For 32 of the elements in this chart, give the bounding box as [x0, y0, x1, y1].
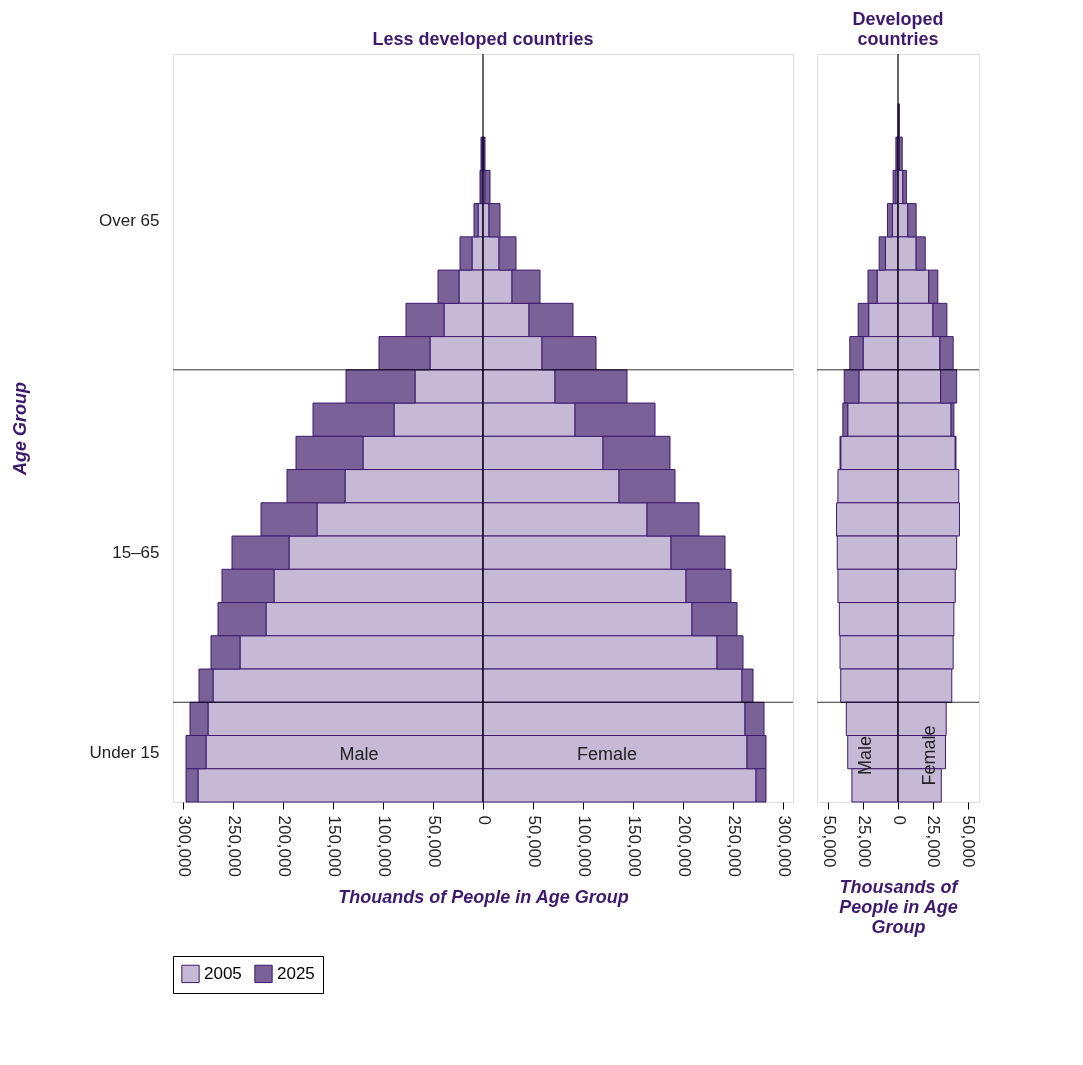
x-tick-label: 300,000 — [774, 815, 794, 877]
y-tick-label: 15–65 — [112, 543, 160, 563]
x-axis-title: Thouands of People in Age Group — [338, 886, 629, 907]
x-tick-label: 0 — [474, 815, 494, 825]
annotation: Male — [339, 744, 379, 765]
x-tick-label: 250,000 — [224, 815, 244, 877]
legend-label: 2025 — [277, 963, 315, 983]
x-tick-label: 0 — [889, 815, 909, 825]
y-tick-label: Over 65 — [99, 210, 160, 230]
x-tick-label: 150,000 — [324, 815, 344, 877]
x-tick-label: 200,000 — [674, 815, 694, 877]
x-tick-label: 25,000 — [854, 815, 874, 868]
x-tick-label: 100,000 — [374, 815, 394, 877]
x-tick-label: 100,000 — [574, 815, 594, 877]
x-tick-label: 25,000 — [924, 815, 944, 868]
annotation: Male — [854, 735, 875, 775]
legend-label: 2005 — [204, 963, 242, 983]
x-tick-label: 50,000 — [959, 815, 979, 868]
x-tick-label: 300,000 — [174, 815, 194, 877]
chart-title: Developed countries — [852, 9, 944, 50]
x-tick-label: 150,000 — [624, 815, 644, 877]
y-tick-label: Under 15 — [89, 742, 160, 762]
x-axis-title: Thousands of People in Age Group — [839, 877, 960, 938]
x-tick-label: 200,000 — [274, 815, 294, 877]
x-tick-label: 50,000 — [819, 815, 839, 868]
x-tick-label: 250,000 — [724, 815, 744, 877]
chart-title: Less developed countries — [372, 29, 594, 50]
x-tick-label: 50,000 — [524, 815, 544, 868]
annotation: Female — [919, 725, 940, 786]
annotation: Female — [576, 744, 638, 765]
x-tick-label: 50,000 — [424, 815, 444, 868]
y-axis-title: Age Group — [9, 382, 30, 476]
